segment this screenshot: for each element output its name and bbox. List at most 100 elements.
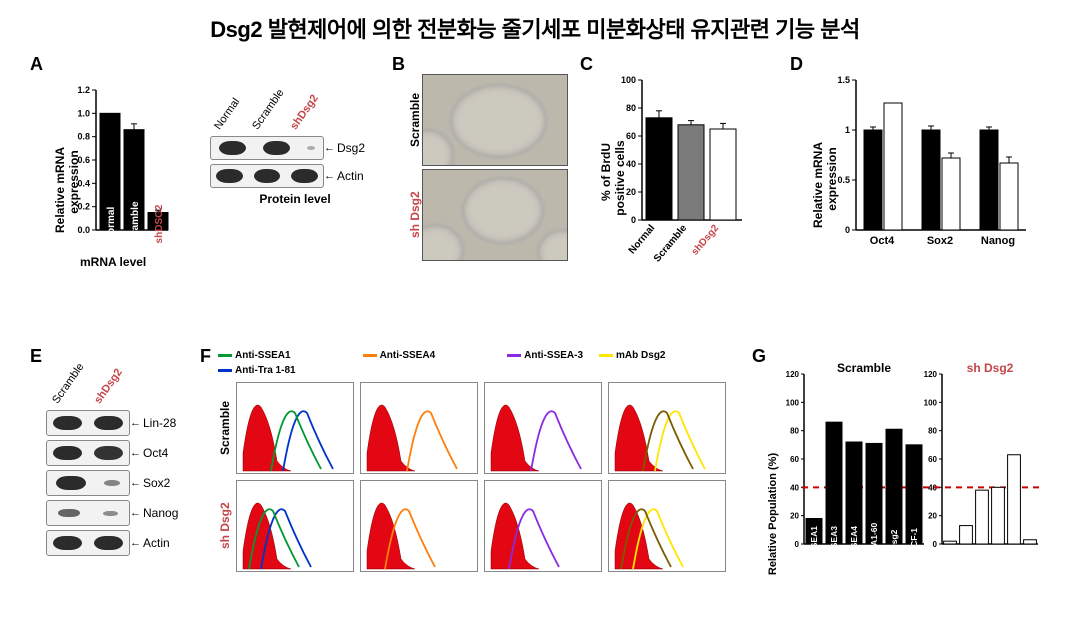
svg-text:0: 0 bbox=[795, 540, 800, 549]
svg-text:SSEA1: SSEA1 bbox=[809, 526, 819, 554]
legend-item: Anti-Tra 1-81 bbox=[218, 365, 296, 376]
panel-a-mrna-chart: 0.00.20.40.60.81.01.2Relative mRNAexpres… bbox=[50, 80, 180, 280]
panel-a-wb: Normal Scramble shDsg2 Dsg2 Actin Protein… bbox=[210, 90, 380, 206]
micrograph-shdsg2 bbox=[422, 169, 568, 261]
svg-text:20: 20 bbox=[928, 512, 937, 521]
facs-plot bbox=[484, 480, 602, 572]
panel-f: Anti-SSEA1 Anti-SSEA4 Anti-SSEA-3 mAb Dsg2 A… bbox=[218, 350, 748, 578]
svg-text:% of BrdU: % of BrdU bbox=[599, 143, 613, 201]
svg-text:Oct4: Oct4 bbox=[870, 235, 895, 247]
svg-text:1: 1 bbox=[845, 125, 850, 135]
svg-text:sh Dsg2: sh Dsg2 bbox=[967, 361, 1014, 375]
svg-text:Relative mRNA: Relative mRNA bbox=[53, 147, 67, 233]
facs-plot bbox=[236, 480, 354, 572]
svg-text:1.0: 1.0 bbox=[77, 108, 90, 118]
svg-text:0: 0 bbox=[845, 225, 850, 235]
legend-item: Anti-SSEA4 bbox=[363, 350, 436, 361]
svg-text:0.0: 0.0 bbox=[77, 225, 90, 235]
facs-row-label: sh Dsg2 bbox=[218, 480, 232, 572]
legend-item: Anti-SSEA1 bbox=[218, 350, 291, 361]
svg-text:60: 60 bbox=[626, 131, 636, 141]
svg-text:Normal: Normal bbox=[627, 223, 658, 257]
svg-text:Sox2: Sox2 bbox=[927, 235, 953, 247]
blot-label: Dsg2 bbox=[324, 141, 365, 155]
svg-text:80: 80 bbox=[928, 427, 937, 436]
blot-label: Actin bbox=[324, 169, 364, 183]
panel-c-chart: 0 20 40 60 80 100 % of BrdUpositive cellsNorma… bbox=[596, 72, 766, 292]
svg-text:20: 20 bbox=[790, 512, 799, 521]
blot-label: Sox2 bbox=[130, 476, 170, 490]
wb-a-lane-0: Normal bbox=[212, 97, 241, 132]
panel-d-chart: 0 0.5 1 1.5 Relative mRNAexpression Oct4 Sox2 N… bbox=[806, 72, 1046, 292]
facs-row-label: Scramble bbox=[218, 382, 232, 474]
svg-text:Dsg2: Dsg2 bbox=[889, 529, 899, 550]
svg-text:1.2: 1.2 bbox=[77, 85, 90, 95]
facs-plot bbox=[608, 480, 726, 572]
svg-text:Scramble: Scramble bbox=[652, 223, 690, 265]
svg-text:80: 80 bbox=[626, 103, 636, 113]
panel-e-wb: Scramble shDsg2 Lin-28 Oct4 Sox2 Nanog Actin bbox=[46, 366, 196, 560]
svg-text:60: 60 bbox=[928, 455, 937, 464]
facs-plot bbox=[236, 382, 354, 474]
svg-text:SSEA3: SSEA3 bbox=[829, 526, 839, 554]
panel-b: Scramble sh Dsg2 bbox=[408, 74, 568, 261]
svg-text:Relative mRNA: Relative mRNA bbox=[811, 142, 825, 228]
svg-text:0.5: 0.5 bbox=[837, 175, 850, 185]
blot-label: Nanog bbox=[130, 506, 178, 520]
legend-item: Anti-SSEA-3 bbox=[507, 350, 583, 361]
svg-text:100: 100 bbox=[621, 75, 636, 85]
svg-text:0: 0 bbox=[631, 215, 636, 225]
panel-a-xlabel: mRNA level bbox=[80, 255, 146, 269]
svg-text:TRA1-60: TRA1-60 bbox=[869, 522, 879, 557]
blot-label: Oct4 bbox=[130, 446, 168, 460]
facs-plot bbox=[360, 382, 478, 474]
panel-label-f: F bbox=[200, 346, 211, 367]
svg-text:Scramble: Scramble bbox=[130, 201, 141, 246]
svg-text:Nanog: Nanog bbox=[981, 235, 1015, 247]
svg-text:expression: expression bbox=[67, 150, 81, 213]
wb-a-lane-2: shDsg2 bbox=[288, 97, 317, 132]
svg-text:80: 80 bbox=[790, 427, 799, 436]
panel-label-c: C bbox=[580, 54, 593, 75]
svg-text:expression: expression bbox=[825, 147, 839, 210]
svg-text:TCF-1: TCF-1 bbox=[909, 528, 919, 552]
svg-text:Scramble: Scramble bbox=[837, 361, 891, 375]
svg-text:100: 100 bbox=[786, 398, 800, 407]
svg-text:60: 60 bbox=[790, 455, 799, 464]
wb-a-lane-1: Scramble bbox=[250, 97, 279, 132]
svg-text:120: 120 bbox=[924, 370, 938, 379]
panel-label-e: E bbox=[30, 346, 42, 367]
svg-text:40: 40 bbox=[790, 483, 799, 492]
legend-item: mAb Dsg2 bbox=[599, 350, 665, 361]
svg-text:shDsg2: shDsg2 bbox=[690, 223, 722, 258]
panel-b-row0: Scramble bbox=[408, 75, 422, 165]
panel-g-chart: Relative Population (%) 0 20 40 60 80 100 120 0 2… bbox=[764, 360, 1064, 620]
svg-text:120: 120 bbox=[786, 370, 800, 379]
panel-a-wb-xlabel: Protein level bbox=[210, 192, 380, 206]
blot-label: Actin bbox=[130, 536, 170, 550]
panel-label-a: A bbox=[30, 54, 43, 75]
wb-e-lane-1: shDsg2 bbox=[92, 371, 121, 406]
svg-text:20: 20 bbox=[626, 187, 636, 197]
facs-plot bbox=[484, 382, 602, 474]
svg-text:40: 40 bbox=[626, 159, 636, 169]
svg-text:1.5: 1.5 bbox=[837, 75, 850, 85]
panel-label-b: B bbox=[392, 54, 405, 75]
figure-title: Dsg2 발현제어에 의한 전분화능 줄기세포 미분화상태 유지관련 기능 분석 bbox=[0, 0, 1070, 50]
svg-text:0.8: 0.8 bbox=[77, 132, 90, 142]
svg-text:Normal: Normal bbox=[106, 207, 117, 242]
blot-label: Lin-28 bbox=[130, 416, 176, 430]
svg-text:100: 100 bbox=[924, 398, 938, 407]
panel-f-legend: Anti-SSEA1 Anti-SSEA4 Anti-SSEA-3 mAb Dsg2 A… bbox=[218, 350, 698, 376]
svg-text:positive cells: positive cells bbox=[613, 140, 627, 216]
panel-b-row1: sh Dsg2 bbox=[408, 170, 422, 260]
wb-e-lane-0: Scramble bbox=[50, 371, 79, 406]
micrograph-scramble bbox=[422, 74, 568, 166]
facs-plot bbox=[360, 480, 478, 572]
svg-text:0: 0 bbox=[933, 540, 938, 549]
svg-text:SSEA4: SSEA4 bbox=[849, 526, 859, 554]
svg-text:Relative Population (%): Relative Population (%) bbox=[767, 453, 779, 576]
figure-container: A B C D E F G 0.00.20.40.60.81.01.2Relat… bbox=[0, 50, 1070, 630]
facs-plot bbox=[608, 382, 726, 474]
panel-label-d: D bbox=[790, 54, 803, 75]
